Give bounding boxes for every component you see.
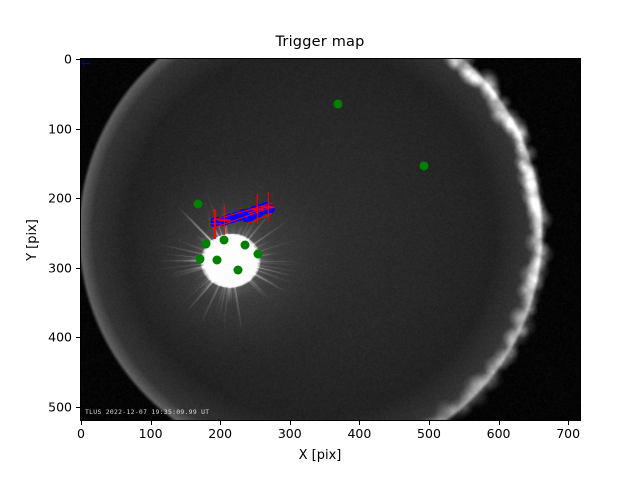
y-axis-label-text: Y [pix] (25, 219, 40, 261)
x-tick (151, 421, 152, 425)
y-tick (76, 59, 80, 60)
x-tick (499, 421, 500, 425)
y-tick (76, 407, 80, 408)
x-tick (220, 421, 221, 425)
y-tick-label: 0 (64, 52, 72, 67)
axis-spine-top (80, 58, 581, 59)
x-tick-label: 500 (417, 426, 441, 441)
y-tick (76, 337, 80, 338)
hot-pixel-marker (333, 100, 342, 109)
y-tick-label: 400 (48, 330, 72, 345)
x-tick-label: 600 (487, 426, 511, 441)
timestamp-overlay: TLUS 2022-12-07 19:35:09.99 UT (85, 408, 209, 416)
y-tick (76, 129, 80, 130)
x-tick-label: 0 (77, 426, 85, 441)
x-tick (81, 421, 82, 425)
x-tick-label: 400 (347, 426, 371, 441)
axis-spine-right (580, 59, 581, 421)
y-tick-label: 100 (48, 121, 72, 136)
corner-marker-icon: ⊢ (82, 60, 91, 70)
x-tick-label: 100 (139, 426, 163, 441)
x-tick (429, 421, 430, 425)
y-tick-label: 500 (48, 399, 72, 414)
x-tick (290, 421, 291, 425)
x-axis-label: X [pix] (0, 448, 640, 463)
x-tick-label: 200 (208, 426, 232, 441)
x-tick-label: 300 (278, 426, 302, 441)
x-tick (359, 421, 360, 425)
page-title: Trigger map (0, 34, 640, 50)
y-axis-label: Y [pix] (0, 190, 272, 290)
figure-canvas: Trigger map TLUS 2022-12-07 19:35:09.99 … (0, 0, 640, 480)
x-tick (568, 421, 569, 425)
axis-spine-bottom (80, 420, 581, 421)
x-tick-label: 700 (556, 426, 580, 441)
hot-pixel-marker (420, 162, 429, 171)
